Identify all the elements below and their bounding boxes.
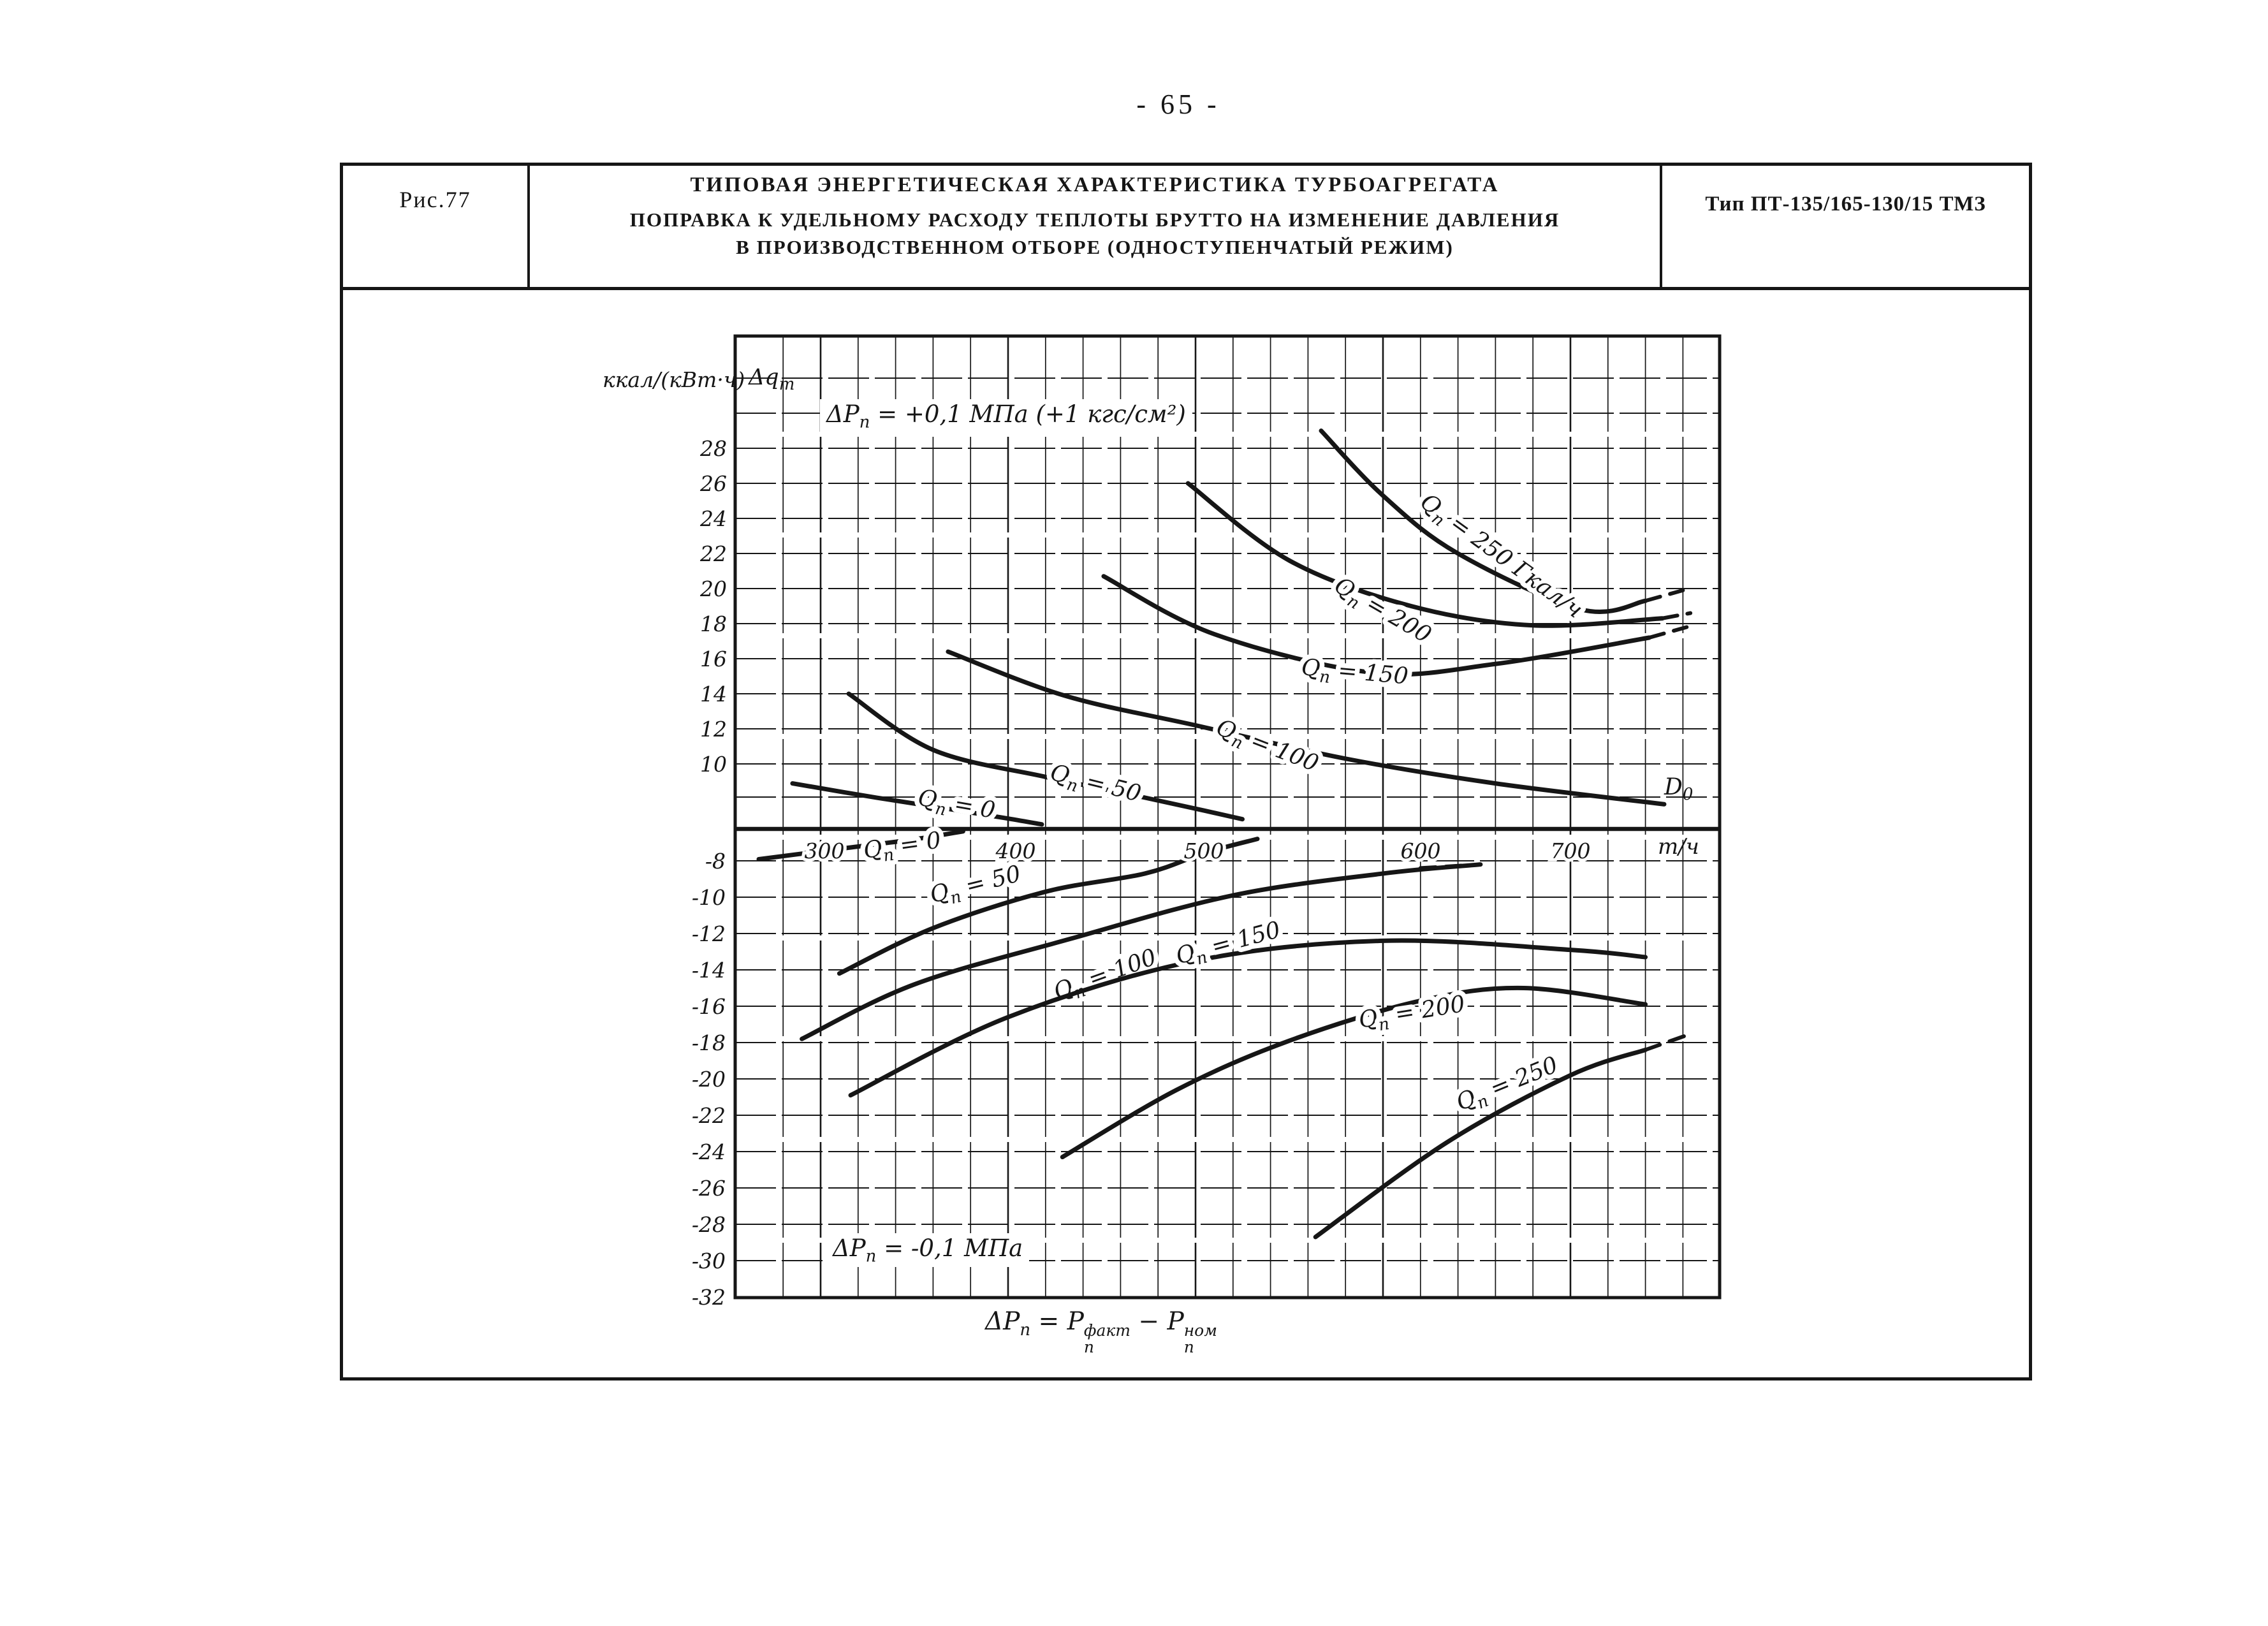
- y-tick-label: -30: [692, 1249, 726, 1273]
- y-axis-symbol: Δqт: [749, 365, 795, 394]
- header-table: Рис.77 ТИПОВАЯ ЭНЕРГЕТИЧЕСКАЯ ХАРАКТЕРИС…: [343, 166, 2029, 290]
- x-tick-label: 700: [1551, 839, 1591, 863]
- y-tick-label: 10: [700, 752, 727, 777]
- title-line-3: В ПРОИЗВОДСТВЕННОМ ОТБОРЕ (ОДНОСТУПЕНЧАТ…: [736, 236, 1454, 258]
- curve-neg-Qп=250: [1313, 1047, 1648, 1240]
- curve-pos-Qп=50: [846, 691, 1245, 822]
- y-tick-label: 28: [699, 436, 727, 461]
- y-axis-symbol-subscript: т: [779, 375, 795, 394]
- title-line-2: ПОПРАВКА К УДЕЛЬНОМУ РАСХОДУ ТЕПЛОТЫ БРУ…: [629, 209, 1560, 231]
- curve-label: Qп = 100: [1050, 944, 1161, 1009]
- y-tick-label: 12: [700, 717, 727, 742]
- y-tick-label: -22: [692, 1103, 726, 1128]
- curve-pos-Qп=250Гкал/ч: [1319, 428, 1648, 615]
- x-axis-unit-label: т/ч: [1658, 834, 1699, 860]
- curve-dashed-tail: [1660, 611, 1693, 620]
- curve-label: Qп = 150: [1173, 917, 1285, 974]
- curve-label: Qп = 0: [862, 827, 944, 868]
- curve-neg-Qп=200: [1060, 985, 1648, 1160]
- turbine-type-cell: Тип ПТ-135/165-130/15 ТМЗ: [1662, 166, 2029, 287]
- curve-dashed-tail: [1643, 1033, 1689, 1052]
- x-tick-label: 500: [1184, 839, 1224, 863]
- y-tick-label: 26: [699, 471, 727, 496]
- curve-neg-Qп=100: [800, 862, 1483, 1041]
- y-tick-label: -16: [692, 994, 726, 1019]
- x-tick-label: 400: [995, 839, 1036, 863]
- x-tick-label: 600: [1401, 839, 1441, 863]
- figure-label: Рис.77: [399, 187, 471, 212]
- curve-neg-Qп=150: [848, 938, 1648, 1098]
- curve-label: Qп = 50: [927, 861, 1024, 913]
- page-number: - 65 -: [1136, 89, 1220, 120]
- x-tick-label: 300: [805, 839, 845, 863]
- y-tick-label: -20: [692, 1067, 726, 1092]
- y-tick-label: 20: [699, 576, 727, 601]
- y-tick-label: -12: [692, 921, 726, 946]
- curve-label: Qп = 200: [1357, 991, 1467, 1038]
- curve-label: Qп = 50: [1046, 759, 1143, 812]
- y-tick-label: -18: [692, 1030, 726, 1055]
- x-axis-symbol-subscript: 0: [1682, 785, 1694, 805]
- y-tick-label: -14: [692, 958, 726, 983]
- curve-label: Qп = 100: [1211, 714, 1322, 781]
- title-cell: ТИПОВАЯ ЭНЕРГЕТИЧЕСКАЯ ХАРАКТЕРИСТИКА ТУ…: [530, 166, 1662, 287]
- y-tick-label: 24: [699, 506, 727, 531]
- document-frame: Рис.77 ТИПОВАЯ ЭНЕРГЕТИЧЕСКАЯ ХАРАКТЕРИС…: [340, 163, 2032, 1381]
- figure-label-cell: Рис.77: [343, 166, 530, 287]
- y-tick-label: -10: [692, 885, 726, 910]
- y-tick-label: -28: [692, 1212, 726, 1237]
- annotation-negative-pressure: ΔPп = -0,1 МПа: [826, 1233, 1030, 1268]
- y-tick-label: 16: [700, 647, 727, 671]
- y-tick-label: -24: [692, 1139, 726, 1164]
- x-axis-symbol: D0: [1664, 774, 1694, 805]
- y-tick-label: 14: [700, 682, 727, 707]
- curve-pos-Qп=0: [790, 781, 1044, 827]
- curve-label: Qп = 200: [1328, 572, 1436, 652]
- y-axis-unit-label: ккал/(кВт·ч): [603, 367, 745, 392]
- curve-label: Qп = 250 Гкал/ч: [1413, 488, 1588, 627]
- turbine-type-label: Тип ПТ-135/165-130/15 ТМЗ: [1705, 193, 1986, 216]
- y-tick-label: 22: [699, 541, 727, 566]
- y-tick-label: -26: [692, 1176, 726, 1201]
- title-line-1: ТИПОВАЯ ЭНЕРГЕТИЧЕСКАЯ ХАРАКТЕРИСТИКА ТУ…: [690, 173, 1500, 196]
- chart-frame: [733, 334, 1722, 1300]
- curve-dashed-tail: [1643, 588, 1685, 603]
- curve-dashed-tail: [1647, 625, 1689, 640]
- curve-pos-Qп=150: [1101, 574, 1651, 677]
- curve-neg-Qп=50: [837, 837, 1260, 976]
- y-tick-label: -8: [705, 849, 726, 874]
- curve-pos-Qп=200: [1185, 481, 1665, 628]
- curve-label: Qп = 150: [1300, 654, 1410, 694]
- y-tick-label: -32: [692, 1285, 726, 1310]
- annotation-positive-pressure: ΔPп = +0,1 МПа (+1 кгс/см²): [820, 399, 1192, 434]
- curve-dashed-tail: [1418, 862, 1482, 870]
- curve-neg-Qп=0: [756, 829, 965, 861]
- curve-pos-Qп=100: [946, 649, 1667, 807]
- curve-label: Qп = 0: [915, 784, 997, 828]
- y-tick-label: 18: [700, 612, 727, 636]
